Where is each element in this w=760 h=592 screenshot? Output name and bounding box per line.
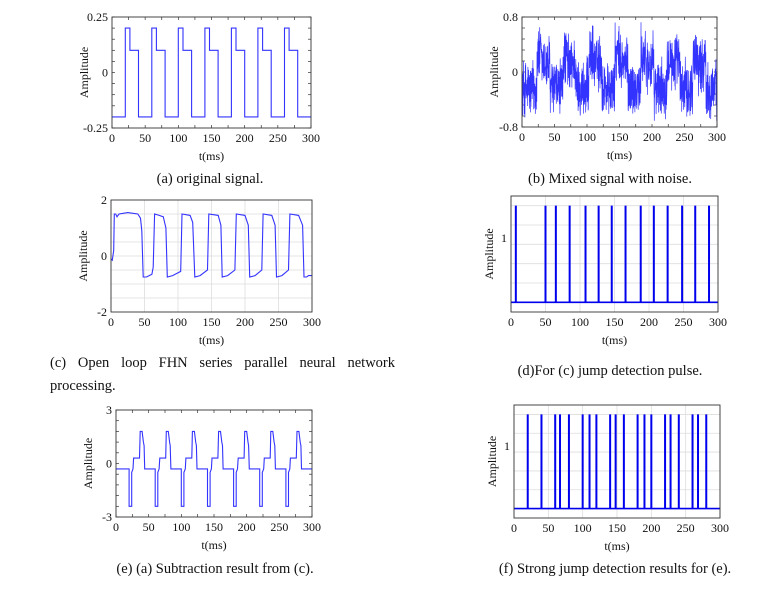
series-line [116,430,312,507]
plot-frame [510,195,719,313]
x-tick-label: 300 [711,521,729,535]
y-tick-label: -0.8 [499,120,518,134]
x-axis-label: t(ms) [199,333,224,347]
x-tick-label: 150 [203,315,221,329]
y-tick-label: -2 [97,305,107,319]
x-tick-label: 100 [571,315,589,329]
x-tick-label: 150 [608,521,626,535]
x-tick-label: 300 [303,520,321,534]
x-tick-label: 50 [540,315,552,329]
x-tick-label: 0 [113,520,119,534]
x-axis-label: t(ms) [604,539,629,553]
x-tick-label: 0 [109,131,115,145]
y-tick-label: 0 [102,66,108,80]
x-tick-label: 50 [139,315,151,329]
x-tick-label: 300 [302,131,320,145]
caption-a: (a) original signal. [156,171,264,187]
y-axis-label: Amplitude [482,228,496,279]
x-tick-label: 250 [269,131,287,145]
x-tick-label: 150 [611,130,629,144]
x-axis-label: t(ms) [201,538,226,552]
y-tick-label: 3 [106,403,112,417]
plot-frame [115,409,313,518]
x-tick-label: 300 [709,315,727,329]
x-tick-label: 150 [203,131,221,145]
y-tick-label: -0.25 [83,121,108,135]
x-tick-label: 200 [640,315,658,329]
plot-frame [513,404,721,519]
series-line [112,27,311,118]
x-tick-label: 300 [708,130,726,144]
x-tick-label: 100 [574,521,592,535]
x-tick-label: 250 [270,520,288,534]
x-tick-label: 0 [519,130,525,144]
plot-frame [111,16,312,129]
chart-f: 0 50 100 150 200 250 300 1 t(ms) Amplitude [485,404,729,553]
x-axis-label: t(ms) [602,333,627,347]
x-tick-label: 100 [578,130,596,144]
x-tick-label: 250 [270,315,288,329]
x-tick-label: 200 [236,315,254,329]
plot-frame [110,199,313,313]
x-tick-label: 200 [238,520,256,534]
x-tick-label: 200 [236,131,254,145]
y-axis-label: Amplitude [485,436,499,487]
x-tick-label: 50 [549,130,561,144]
chart-d: 0 50 100 150 200 250 300 1 t(ms) Amplitude [482,195,727,347]
x-axis-label: t(ms) [607,148,632,162]
x-tick-label: 50 [143,520,155,534]
x-tick-label: 250 [676,130,694,144]
caption-e: (e) (a) Subtraction result from (c). [116,561,314,577]
y-tick-label: 1 [504,439,510,453]
x-tick-label: 250 [677,521,695,535]
x-tick-label: 250 [675,315,693,329]
chart-b: 0 50 100 150 200 250 300-0.800.8t(ms)Amplitude [487,10,726,162]
y-tick-label: 0.25 [87,10,108,24]
y-axis-label: Amplitude [77,47,91,98]
chart-a: 0 50 100 150 200 250 300-0.2500.25t(ms)Amplitu… [77,10,320,163]
x-tick-label: 200 [642,521,660,535]
y-tick-label: 0 [106,457,112,471]
caption-c: (c) Open loop FHN series parallel neural… [50,355,395,394]
x-tick-label: 0 [108,315,114,329]
series-line [522,22,717,121]
x-tick-label: 300 [303,315,321,329]
y-axis-label: Amplitude [81,438,95,489]
y-tick-label: 1 [501,231,507,245]
x-tick-label: 50 [139,131,151,145]
y-tick-label: 0 [101,249,107,263]
x-tick-label: 0 [511,521,517,535]
y-tick-label: 0.8 [503,10,518,24]
x-tick-label: 200 [643,130,661,144]
x-tick-label: 50 [542,521,554,535]
x-tick-label: 150 [205,520,223,534]
x-tick-label: 0 [508,315,514,329]
y-axis-label: Amplitude [76,230,90,281]
caption-b: (b) Mixed signal with noise. [528,171,692,187]
series-line [111,212,312,278]
x-tick-label: 100 [169,315,187,329]
plot-frame [521,16,718,128]
y-axis-label: Amplitude [487,46,501,97]
caption-f: (f) Strong jump detection results for (e… [498,561,732,577]
x-tick-label: 100 [169,131,187,145]
x-tick-label: 150 [606,315,624,329]
caption-d: (d)For (c) jump detection pulse. [517,363,703,379]
x-axis-label: t(ms) [199,149,224,163]
y-tick-label: 0 [512,65,518,79]
y-tick-label: -3 [102,510,112,524]
y-tick-label: 2 [101,193,107,207]
x-tick-label: 100 [172,520,190,534]
